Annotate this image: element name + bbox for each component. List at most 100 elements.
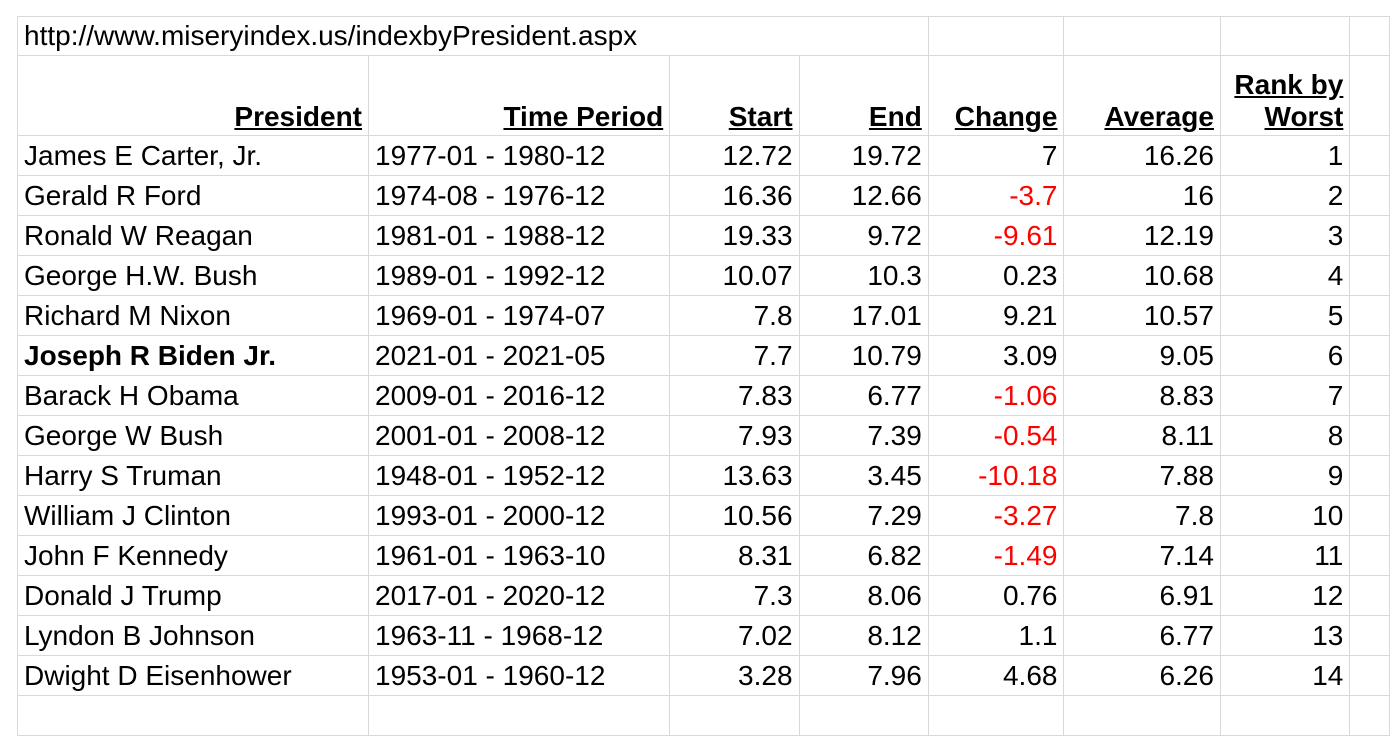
- president-cell[interactable]: William J Clinton: [16, 495, 370, 536]
- cell[interactable]: [1219, 16, 1351, 56]
- period-cell[interactable]: 1948-01 - 1952-12: [368, 455, 671, 496]
- cell[interactable]: [1349, 575, 1390, 616]
- number-cell[interactable]: -1.06: [927, 375, 1065, 416]
- cell[interactable]: [798, 16, 929, 56]
- number-cell[interactable]: 6.77: [798, 375, 929, 416]
- number-cell[interactable]: -0.54: [927, 415, 1065, 456]
- number-cell[interactable]: 19.33: [669, 215, 800, 256]
- period-cell[interactable]: 1981-01 - 1988-12: [368, 215, 671, 256]
- cell[interactable]: [1349, 295, 1390, 336]
- number-cell[interactable]: -10.18: [927, 455, 1065, 496]
- header-cell[interactable]: Time Period: [368, 55, 671, 136]
- period-cell[interactable]: 2009-01 - 2016-12: [368, 375, 671, 416]
- president-cell[interactable]: John F Kennedy: [16, 535, 370, 576]
- president-cell[interactable]: Joseph R Biden Jr.: [16, 335, 370, 376]
- number-cell[interactable]: 7: [927, 135, 1065, 176]
- cell[interactable]: [1349, 16, 1390, 56]
- number-cell[interactable]: 12: [1219, 575, 1351, 616]
- period-cell[interactable]: 1961-01 - 1963-10: [368, 535, 671, 576]
- cell[interactable]: [669, 695, 800, 736]
- number-cell[interactable]: 6.77: [1063, 615, 1221, 656]
- period-cell[interactable]: 1963-11 - 1968-12: [368, 615, 671, 656]
- number-cell[interactable]: 17.01: [798, 295, 929, 336]
- number-cell[interactable]: 9: [1219, 455, 1351, 496]
- number-cell[interactable]: 8.11: [1063, 415, 1221, 456]
- cell[interactable]: [798, 695, 929, 736]
- number-cell[interactable]: 7.96: [798, 655, 929, 696]
- cell[interactable]: [1349, 455, 1390, 496]
- number-cell[interactable]: 8: [1219, 415, 1351, 456]
- number-cell[interactable]: 6.91: [1063, 575, 1221, 616]
- number-cell[interactable]: 7.14: [1063, 535, 1221, 576]
- cell[interactable]: [16, 695, 370, 736]
- number-cell[interactable]: 7.8: [669, 295, 800, 336]
- number-cell[interactable]: 7.93: [669, 415, 800, 456]
- number-cell[interactable]: 12.66: [798, 175, 929, 216]
- number-cell[interactable]: 8.06: [798, 575, 929, 616]
- number-cell[interactable]: 10.57: [1063, 295, 1221, 336]
- number-cell[interactable]: 9.05: [1063, 335, 1221, 376]
- number-cell[interactable]: 10.3: [798, 255, 929, 296]
- number-cell[interactable]: 19.72: [798, 135, 929, 176]
- number-cell[interactable]: 3: [1219, 215, 1351, 256]
- period-cell[interactable]: 1974-08 - 1976-12: [368, 175, 671, 216]
- president-cell[interactable]: Dwight D Eisenhower: [16, 655, 370, 696]
- period-cell[interactable]: 2017-01 - 2020-12: [368, 575, 671, 616]
- president-cell[interactable]: George H.W. Bush: [16, 255, 370, 296]
- number-cell[interactable]: 9.21: [927, 295, 1065, 336]
- number-cell[interactable]: 9.72: [798, 215, 929, 256]
- number-cell[interactable]: 7.88: [1063, 455, 1221, 496]
- number-cell[interactable]: -1.49: [927, 535, 1065, 576]
- president-cell[interactable]: Ronald W Reagan: [16, 215, 370, 256]
- cell[interactable]: [1349, 255, 1390, 296]
- cell[interactable]: [1349, 495, 1390, 536]
- cell[interactable]: [1063, 16, 1221, 56]
- cell[interactable]: [927, 695, 1065, 736]
- number-cell[interactable]: 3.45: [798, 455, 929, 496]
- number-cell[interactable]: 16.36: [669, 175, 800, 216]
- cell[interactable]: [1063, 695, 1221, 736]
- period-cell[interactable]: 1969-01 - 1974-07: [368, 295, 671, 336]
- number-cell[interactable]: 6.82: [798, 535, 929, 576]
- header-cell[interactable]: Rank by Worst: [1219, 55, 1351, 136]
- header-cell[interactable]: End: [798, 55, 929, 136]
- number-cell[interactable]: 2: [1219, 175, 1351, 216]
- cell[interactable]: [927, 16, 1065, 56]
- president-cell[interactable]: Harry S Truman: [16, 455, 370, 496]
- number-cell[interactable]: 8.83: [1063, 375, 1221, 416]
- cell[interactable]: [1349, 335, 1390, 376]
- number-cell[interactable]: 16.26: [1063, 135, 1221, 176]
- cell[interactable]: [1349, 695, 1390, 736]
- president-cell[interactable]: Gerald R Ford: [16, 175, 370, 216]
- period-cell[interactable]: 1977-01 - 1980-12: [368, 135, 671, 176]
- cell[interactable]: [1349, 615, 1390, 656]
- number-cell[interactable]: 13: [1219, 615, 1351, 656]
- number-cell[interactable]: 16: [1063, 175, 1221, 216]
- number-cell[interactable]: 12.19: [1063, 215, 1221, 256]
- number-cell[interactable]: 5: [1219, 295, 1351, 336]
- president-cell[interactable]: James E Carter, Jr.: [16, 135, 370, 176]
- number-cell[interactable]: 10.79: [798, 335, 929, 376]
- number-cell[interactable]: 12.72: [669, 135, 800, 176]
- number-cell[interactable]: 11: [1219, 535, 1351, 576]
- number-cell[interactable]: -9.61: [927, 215, 1065, 256]
- president-cell[interactable]: Donald J Trump: [16, 575, 370, 616]
- number-cell[interactable]: 1.1: [927, 615, 1065, 656]
- number-cell[interactable]: 7.02: [669, 615, 800, 656]
- cell[interactable]: [1349, 535, 1390, 576]
- period-cell[interactable]: 2001-01 - 2008-12: [368, 415, 671, 456]
- header-cell[interactable]: Average: [1063, 55, 1221, 136]
- number-cell[interactable]: 7.3: [669, 575, 800, 616]
- president-cell[interactable]: George W Bush: [16, 415, 370, 456]
- period-cell[interactable]: 1953-01 - 1960-12: [368, 655, 671, 696]
- number-cell[interactable]: 10.68: [1063, 255, 1221, 296]
- number-cell[interactable]: 3.09: [927, 335, 1065, 376]
- url-cell[interactable]: http://www.miseryindex.us/indexbyPreside…: [17, 16, 800, 56]
- number-cell[interactable]: -3.7: [927, 175, 1065, 216]
- number-cell[interactable]: 7.8: [1063, 495, 1221, 536]
- number-cell[interactable]: 4: [1219, 255, 1351, 296]
- period-cell[interactable]: 1989-01 - 1992-12: [368, 255, 671, 296]
- president-cell[interactable]: Lyndon B Johnson: [16, 615, 370, 656]
- cell[interactable]: [1349, 415, 1390, 456]
- number-cell[interactable]: 10.56: [669, 495, 800, 536]
